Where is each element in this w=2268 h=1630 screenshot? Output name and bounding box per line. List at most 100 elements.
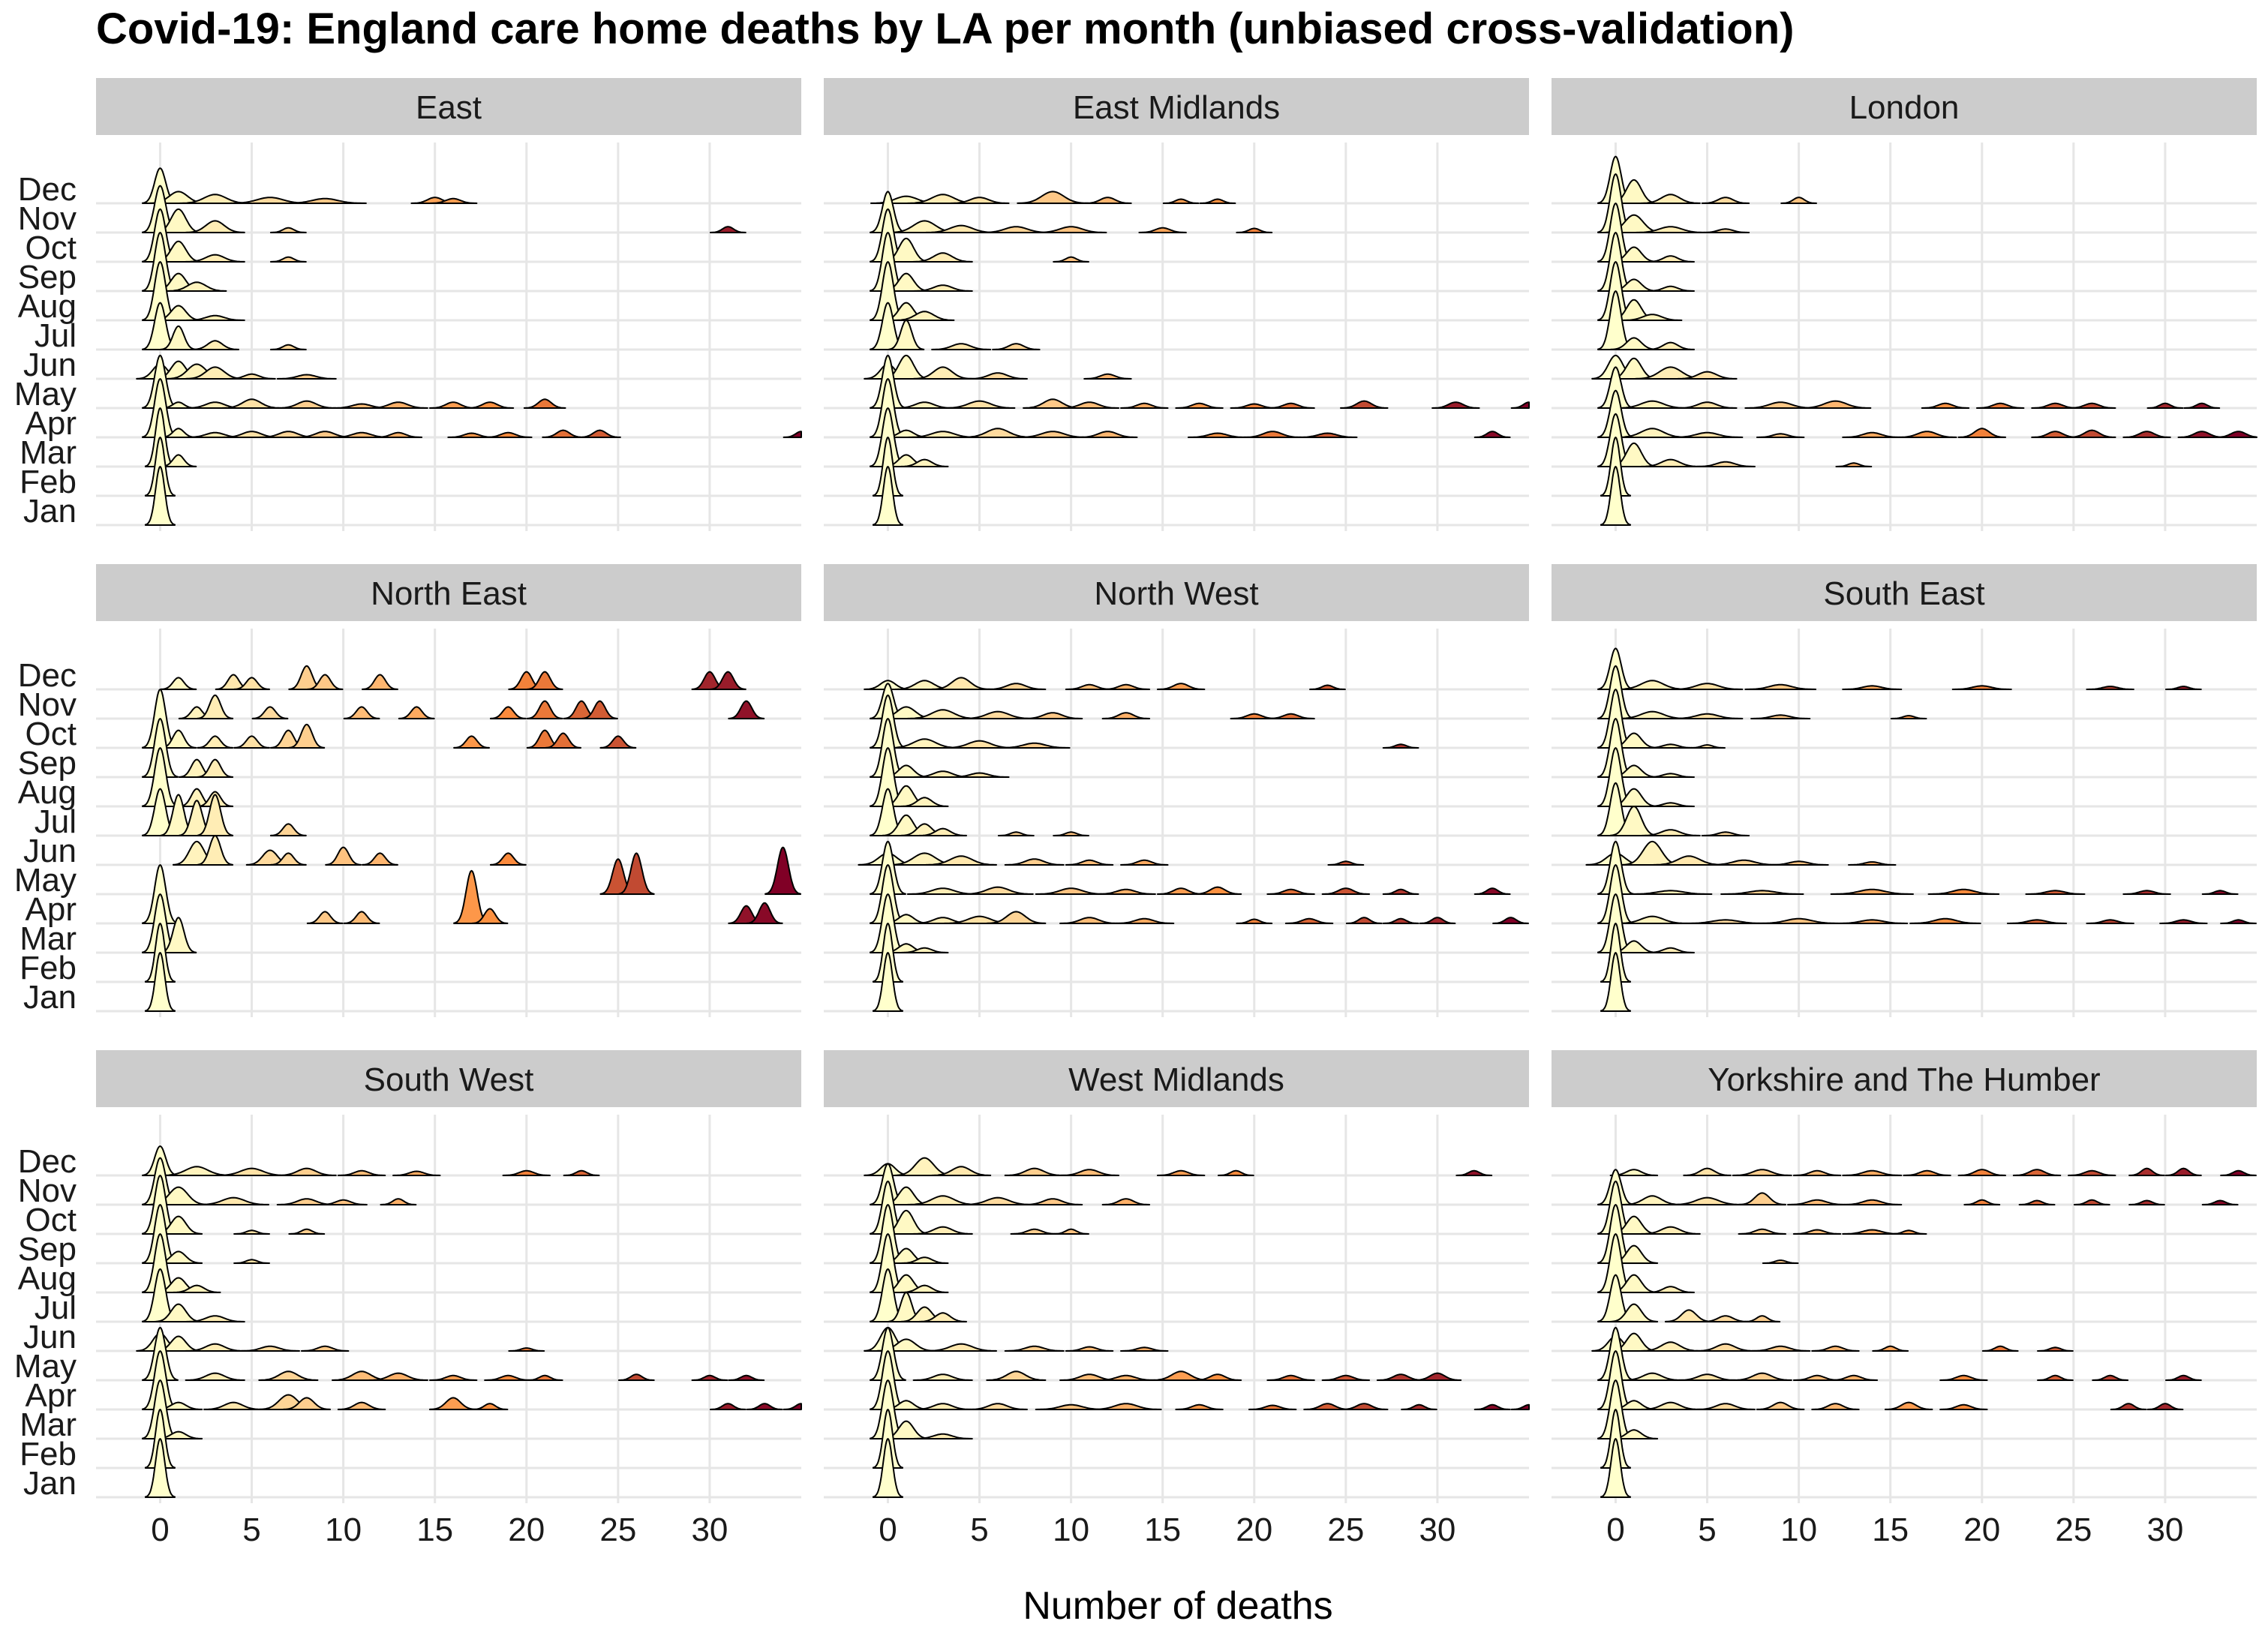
y-tick-label: Apr (26, 891, 77, 928)
density-peak (343, 706, 380, 719)
density-peak (484, 431, 533, 438)
density-peak (986, 683, 1047, 690)
density-peak (1059, 401, 1120, 409)
density-peak (1897, 431, 1957, 438)
density-peak (1884, 1401, 1933, 1410)
ridge-jul (1597, 782, 1750, 836)
density-peak (306, 674, 344, 690)
density-peak (269, 344, 307, 350)
density-peak (1266, 1374, 1315, 1381)
density-peak (526, 700, 563, 719)
density-peak (1683, 1167, 1732, 1176)
density-peak (1738, 1192, 1786, 1205)
density-peak (1646, 255, 1695, 263)
density-peak (2068, 1169, 2116, 1176)
density-peak (1671, 713, 1744, 719)
density-peak (1957, 1169, 2006, 1176)
density-peak (617, 1373, 655, 1381)
facet-strip-label: North West (1094, 575, 1258, 612)
density-peak (1101, 712, 1151, 719)
y-tick-label: Feb (20, 1436, 77, 1472)
density-peak (362, 674, 398, 690)
facet-panel: North East JanFebMarAprMayJunJulAugSepOct… (14, 564, 801, 1017)
density-peak (2164, 1167, 2202, 1176)
ridge-jan (1600, 1438, 1631, 1498)
density-peak (1023, 1198, 1083, 1205)
density-peak (1750, 1345, 1811, 1352)
facet-strip (824, 564, 1529, 621)
y-tick-label: Dec (18, 1143, 77, 1180)
density-peak (1248, 1404, 1297, 1410)
x-tick-label: 20 (508, 1511, 545, 1548)
density-peak (1640, 194, 1701, 204)
density-peak (1738, 1228, 1786, 1235)
ridge-jan (872, 952, 903, 1012)
density-peak (221, 398, 282, 409)
density-peak (1695, 461, 1756, 467)
density-peak (185, 314, 245, 321)
density-peak (1890, 1229, 1927, 1235)
density-peak (2201, 1199, 2239, 1205)
density-peak (1010, 1228, 1059, 1235)
density-peak (709, 1403, 746, 1410)
density-peak (337, 1169, 386, 1176)
density-peak (1327, 860, 1365, 866)
x-tick-label: 5 (242, 1511, 260, 1548)
density-peak (185, 254, 245, 263)
density-peak (269, 227, 307, 233)
ridge-jul (1597, 290, 1695, 350)
density-peak (269, 823, 307, 836)
density-peak (2025, 890, 2086, 895)
density-peak (599, 735, 637, 749)
density-peak (215, 1167, 288, 1176)
density-peak (489, 852, 527, 866)
density-peak (276, 400, 337, 409)
density-peak (2201, 890, 2239, 895)
density-peak (185, 1372, 245, 1381)
density-peak (912, 1433, 973, 1439)
density-peak (925, 855, 997, 866)
density-peak (1848, 861, 1897, 866)
density-peak (1768, 860, 1829, 866)
density-peak (967, 372, 1028, 380)
density-peak (563, 1169, 600, 1176)
x-tick-label: 25 (599, 1511, 636, 1548)
ridge-jan (144, 1438, 176, 1498)
density-peak (233, 677, 270, 690)
density-peak (2146, 402, 2184, 409)
density-peak (1473, 887, 1511, 895)
density-peak (1732, 1169, 1792, 1176)
density-peak (900, 458, 949, 467)
density-peak (1622, 1372, 1683, 1381)
density-peak (1510, 401, 1530, 409)
density-peak (894, 401, 955, 409)
density-peak (1053, 256, 1089, 263)
density-peak (2037, 1346, 2074, 1352)
density-peak (1059, 917, 1120, 924)
density-peak (962, 428, 1034, 438)
ridge-nov (870, 1163, 1151, 1205)
density-peak (1193, 1373, 1242, 1381)
facet-strip (824, 1050, 1529, 1107)
density-peak (167, 281, 227, 292)
density-peak (962, 710, 1034, 719)
facet-panel: North West (824, 564, 1529, 1017)
y-tick-label: Jan (23, 493, 77, 530)
density-peak (783, 1403, 802, 1410)
density-peak (1646, 341, 1695, 350)
density-peak (1600, 1438, 1631, 1498)
density-peak (1114, 917, 1175, 924)
y-tick-label: Jul (35, 803, 77, 840)
density-peak (1431, 401, 1480, 409)
density-peak (197, 794, 234, 836)
density-peak (1957, 428, 2006, 438)
density-peak (578, 429, 621, 438)
density-peak (251, 706, 289, 719)
density-peak (912, 1373, 973, 1381)
density-peak (1677, 1373, 1738, 1381)
facet-panel: South East (1552, 564, 2257, 1017)
density-peak (368, 1372, 428, 1381)
density-peak (1156, 1169, 1206, 1176)
facet-strip (96, 78, 801, 135)
density-peak (1951, 685, 2012, 690)
